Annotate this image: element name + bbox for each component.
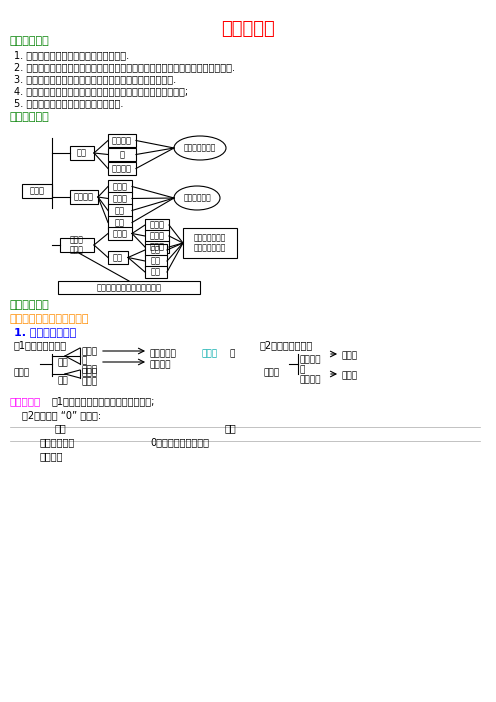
Text: 乘除: 乘除 [151,256,161,265]
Text: 非负数性质解题: 非负数性质解题 [184,143,216,152]
Text: 正有理数: 正有理数 [112,136,132,145]
Text: 自然数: 自然数 [202,349,218,358]
Text: 分配律: 分配律 [149,242,165,251]
Text: 负有理数: 负有理数 [300,375,321,384]
Text: 负整数: 负整数 [82,365,98,374]
Text: 分数: 分数 [57,376,68,385]
Text: 作用: 作用 [55,423,67,433]
Ellipse shape [174,136,226,160]
FancyBboxPatch shape [145,241,169,253]
Text: 《学习目标》: 《学习目标》 [10,36,50,46]
FancyBboxPatch shape [108,227,132,240]
Text: 乘方: 乘方 [151,267,161,277]
Text: 要点一、有理数的相关概念: 要点一、有理数的相关概念 [10,314,89,324]
Text: 正有理数: 正有理数 [300,355,321,364]
Text: 运算律: 运算律 [113,229,127,238]
FancyBboxPatch shape [70,146,94,160]
FancyBboxPatch shape [108,204,132,217]
Text: 有关概念: 有关概念 [74,192,94,201]
FancyBboxPatch shape [145,255,167,267]
Text: （2）按性质分类：: （2）按性质分类： [260,340,313,350]
Text: 表示没有: 表示没有 [40,451,63,461]
Text: 1. 理解正负数的意义，掌握有理数的概念.: 1. 理解正负数的意义，掌握有理数的概念. [14,50,129,60]
Text: 相反数: 相反数 [113,182,127,191]
Text: 《知识网络》: 《知识网络》 [10,112,50,122]
Text: 零: 零 [82,356,87,365]
Text: （1）用正数、负数表示相反意义的量;: （1）用正数、负数表示相反意义的量; [52,396,155,406]
FancyBboxPatch shape [108,251,128,264]
Text: 非正数: 非正数 [342,371,358,380]
Text: 分类: 分类 [77,149,87,157]
Text: 有理数: 有理数 [14,368,30,377]
Text: 1. 有理数的分类：: 1. 有理数的分类： [14,327,76,337]
Text: 科学记数、有效数字与近似数: 科学记数、有效数字与近似数 [97,283,162,292]
Text: 利用运算律解有
理数的混合运算: 利用运算律解有 理数的混合运算 [194,233,226,253]
FancyBboxPatch shape [60,238,94,252]
Text: 4. 理解科学记数法，有效数字及近似数的相关概念并能灵活应用;: 4. 理解科学记数法，有效数字及近似数的相关概念并能灵活应用; [14,86,188,96]
Text: 要点评释：: 要点评释： [10,396,41,406]
Text: （2）有理数 “0” 的作用:: （2）有理数 “0” 的作用: [22,410,101,420]
FancyBboxPatch shape [108,180,132,193]
Text: 有理数: 有理数 [264,368,280,377]
Text: 倒数: 倒数 [115,206,125,215]
FancyBboxPatch shape [145,266,167,278]
Text: 3. 学会借助数轴来理解绝对値、有理数比较大小等相关知识.: 3. 学会借助数轴来理解绝对値、有理数比较大小等相关知识. [14,74,176,84]
FancyBboxPatch shape [58,281,200,294]
Text: 负有理数: 负有理数 [112,164,132,173]
Text: 2. 理解并会用有理数的加、减、乘、除和乘方五种运算法则进行有理数的混合运算.: 2. 理解并会用有理数的加、减、乘、除和乘方五种运算法则进行有理数的混合运算. [14,62,235,72]
Text: 加减: 加减 [151,246,161,255]
Text: 整数: 整数 [57,358,68,367]
FancyBboxPatch shape [183,228,237,258]
FancyBboxPatch shape [70,190,98,204]
FancyBboxPatch shape [145,219,169,231]
Text: 有理数
的运算: 有理数 的运算 [70,235,84,255]
Text: 非正整数: 非正整数 [150,360,172,369]
Text: 零: 零 [120,150,124,159]
Text: 有理数: 有理数 [29,187,45,195]
Text: 表示数的性质: 表示数的性质 [40,437,75,447]
Text: 负分数: 负分数 [82,377,98,386]
FancyBboxPatch shape [108,192,132,205]
FancyBboxPatch shape [108,148,136,161]
Text: 《有理数》: 《有理数》 [221,20,275,38]
Text: 5. 体会数学知识中体现的一些数学思想.: 5. 体会数学知识中体现的一些数学思想. [14,98,124,108]
Text: 数轴: 数轴 [115,218,125,227]
Text: 非负数: 非负数 [342,351,358,360]
FancyBboxPatch shape [108,216,132,229]
FancyBboxPatch shape [145,244,167,256]
Text: 非负整数（: 非负整数（ [150,349,177,358]
Text: 《要点梳理》: 《要点梳理》 [10,300,50,310]
Text: 绝对值: 绝对值 [113,194,127,203]
FancyBboxPatch shape [108,162,136,175]
Text: 正整数: 正整数 [82,347,98,356]
Text: 结合律: 结合律 [149,232,165,241]
FancyBboxPatch shape [145,230,169,242]
Text: ）: ） [230,349,236,358]
FancyBboxPatch shape [108,134,136,147]
Text: （1）按定义分类：: （1）按定义分类： [14,340,67,350]
Text: 零: 零 [300,365,306,374]
Text: 举例: 举例 [225,423,237,433]
Ellipse shape [174,186,220,210]
Text: 算法: 算法 [113,253,123,262]
Text: 正分数: 正分数 [82,368,98,377]
Text: 交换律: 交换律 [149,220,165,230]
Text: 利用概念解题: 利用概念解题 [183,194,211,202]
FancyBboxPatch shape [22,184,52,198]
Text: 0是自然数、是有理数: 0是自然数、是有理数 [150,437,209,447]
